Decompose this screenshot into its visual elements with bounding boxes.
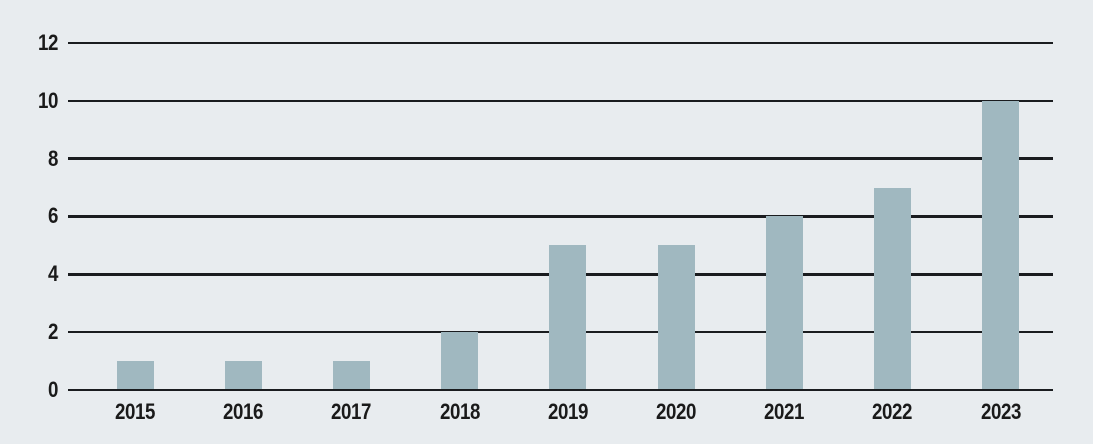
- y-axis-tick-label: 0: [48, 377, 58, 402]
- x-axis-label-2020: 2020: [656, 399, 696, 424]
- gridline-y-10: [68, 99, 1053, 103]
- y-axis-tick-label: 12: [38, 29, 58, 55]
- x-axis-label-2016: 2016: [223, 399, 264, 424]
- bar-2017: [332, 361, 370, 389]
- gridline-y-0: [68, 388, 1053, 392]
- bar-2016: [224, 361, 262, 389]
- y-axis-tick-label: 4: [48, 261, 58, 287]
- bar-2015: [116, 361, 154, 389]
- y-axis-tick-label: 8: [48, 145, 58, 171]
- gridline-y-6: [68, 215, 1053, 218]
- bar-2019: [549, 245, 587, 389]
- bar-2018: [441, 332, 479, 389]
- gridline-y-8: [68, 157, 1053, 160]
- gridline-y-12: [68, 41, 1053, 45]
- x-axis-label-2019: 2019: [547, 399, 588, 424]
- x-axis-label-2021: 2021: [764, 399, 805, 424]
- bar-2021: [765, 216, 803, 389]
- y-axis-tick-label: 10: [38, 87, 58, 113]
- x-axis-label-2018: 2018: [439, 399, 480, 424]
- x-axis-label-2015: 2015: [115, 399, 155, 424]
- bar-2022: [873, 187, 911, 389]
- y-axis-tick-label: 6: [48, 203, 58, 229]
- x-axis-label-2017: 2017: [331, 399, 372, 424]
- bar-2020: [657, 245, 695, 389]
- bar-2023: [982, 100, 1020, 389]
- y-axis-tick-label: 2: [48, 319, 58, 345]
- x-axis-label-2022: 2022: [872, 399, 913, 424]
- x-axis-label-2023: 2023: [980, 399, 1021, 424]
